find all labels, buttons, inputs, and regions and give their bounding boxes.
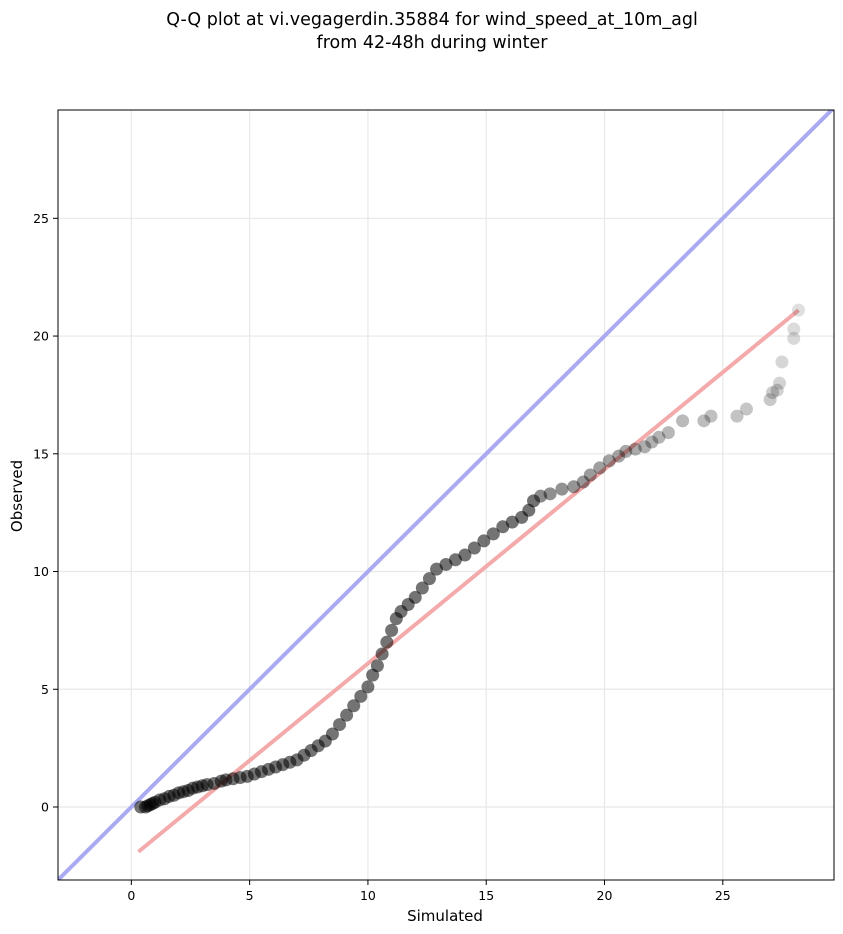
data-point: [408, 590, 422, 604]
y-tick-label: 20: [33, 329, 49, 344]
data-point: [763, 393, 777, 407]
data-point: [354, 689, 368, 703]
data-points: [134, 303, 806, 814]
data-point: [361, 680, 375, 694]
data-point: [704, 409, 718, 423]
chart-title-line-2: from 42-48h during winter: [317, 33, 549, 53]
reference-lines: [58, 110, 834, 880]
data-point: [628, 442, 642, 456]
data-point: [697, 414, 711, 428]
x-tick-label: 10: [360, 888, 376, 903]
identity-line: [58, 110, 834, 880]
y-tick-label: 25: [33, 211, 49, 226]
data-point: [730, 409, 744, 423]
y-tick-label: 10: [33, 564, 49, 579]
y-axis-label: Observed: [8, 460, 26, 532]
data-point: [787, 331, 801, 345]
data-point: [534, 489, 548, 503]
data-point: [775, 355, 789, 369]
data-point: [486, 527, 500, 541]
data-point: [765, 386, 779, 400]
y-tick-label: 15: [33, 446, 49, 461]
data-point: [645, 435, 659, 449]
data-point: [340, 708, 354, 722]
plot-frame: [57, 109, 835, 881]
data-point: [619, 444, 633, 458]
data-point: [638, 440, 652, 454]
x-tick-label: 20: [597, 888, 613, 903]
x-axis-ticks: 0 5 10 15 20 25: [127, 880, 731, 903]
data-point: [661, 426, 675, 440]
x-tick-label: 5: [246, 888, 254, 903]
data-point: [333, 718, 347, 732]
data-point: [543, 487, 557, 501]
x-axis-label: Simulated: [407, 907, 483, 925]
data-point: [770, 383, 784, 397]
data-point: [477, 534, 491, 548]
data-point: [458, 548, 472, 562]
data-point: [792, 303, 806, 317]
data-point: [527, 494, 541, 508]
data-point: [773, 376, 787, 390]
data-point: [612, 449, 626, 463]
data-point: [567, 480, 581, 494]
data-point: [422, 572, 436, 586]
data-point: [347, 699, 361, 713]
y-axis-ticks: 0 5 10 15 20 25: [33, 211, 58, 815]
data-point: [787, 322, 801, 336]
data-point: [739, 402, 753, 416]
data-point: [370, 659, 384, 673]
grid-lines: [58, 110, 834, 880]
data-point: [380, 635, 394, 649]
data-point: [325, 727, 339, 741]
data-point: [602, 454, 616, 468]
data-point: [415, 581, 429, 595]
data-point: [652, 430, 666, 444]
data-point: [576, 475, 590, 489]
data-point: [676, 414, 690, 428]
data-point: [555, 482, 569, 496]
data-point: [375, 647, 389, 661]
x-tick-label: 0: [127, 888, 135, 903]
data-point: [467, 541, 481, 555]
x-tick-label: 15: [478, 888, 494, 903]
x-tick-label: 25: [715, 888, 731, 903]
y-tick-label: 5: [41, 682, 49, 697]
chart-title-line-1: Q-Q plot at vi.vegagerdin.35884 for wind…: [166, 10, 698, 30]
y-tick-label: 0: [41, 800, 49, 815]
data-point: [583, 468, 597, 482]
data-point: [593, 461, 607, 475]
data-point: [385, 623, 399, 637]
fit-line: [137, 308, 800, 854]
